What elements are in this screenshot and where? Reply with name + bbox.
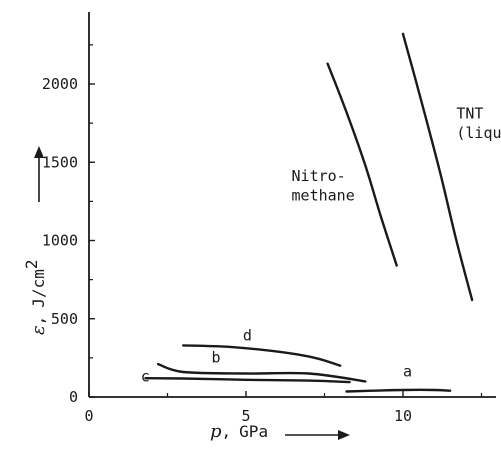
y-axis-label: ε,J/cm2	[22, 260, 49, 335]
series-line-c	[144, 377, 351, 384]
series-line-nitro-methane	[326, 62, 398, 267]
y-axis-arrow	[34, 146, 44, 202]
series-label-a: a	[403, 363, 412, 381]
y-tick-label: 1000	[42, 232, 78, 250]
series-line-d	[182, 344, 342, 367]
tick-marks: 0 500 1000 1500 2000 0 5 10	[42, 44, 483, 425]
series-line-tnt-liquid	[401, 32, 474, 302]
series-label-tnt-liquid: TNT(liquid)	[456, 104, 501, 141]
x-tick-label: 5	[241, 407, 250, 425]
y-tick-label: 2000	[42, 75, 78, 93]
x-axis-arrow	[285, 430, 350, 440]
series-label-c: c	[141, 367, 150, 385]
x-axis-label: p, GPa	[210, 421, 268, 442]
x-tick-label: 0	[84, 407, 93, 425]
series-label-b: b	[211, 349, 220, 367]
series-line-a	[345, 388, 452, 393]
x-tick-label: 10	[394, 407, 412, 425]
series-label-nitro-methane: Nitro-methane	[292, 167, 355, 205]
axes	[88, 12, 496, 398]
y-tick-label: 1500	[42, 153, 78, 171]
y-tick-label: 500	[51, 310, 78, 328]
curve-labels: TNT(liquid) Nitro-methane d b c a	[141, 104, 501, 385]
series-lines	[144, 32, 474, 393]
y-tick-label: 0	[69, 388, 78, 406]
series-label-d: d	[243, 327, 252, 345]
series-line-b	[156, 362, 367, 383]
